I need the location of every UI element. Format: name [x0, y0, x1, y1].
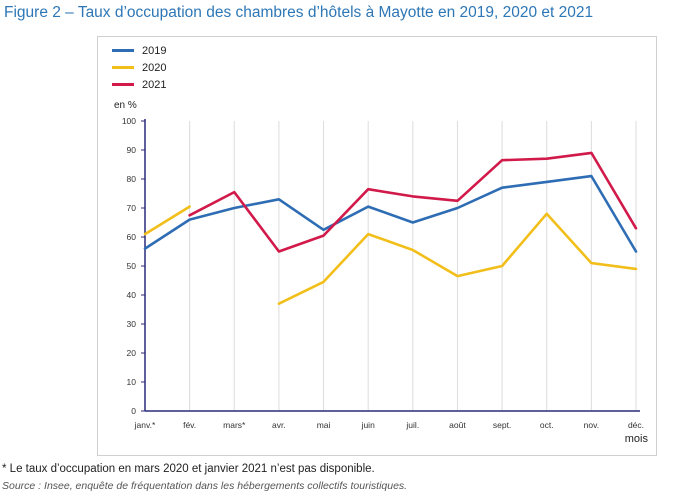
footnote: * Le taux d’occupation en mars 2020 et j… — [2, 463, 375, 475]
x-tick-label: déc. — [628, 420, 644, 430]
x-tick-label: juin — [361, 420, 376, 430]
figure-title: Figure 2 – Taux d’occupation des chambre… — [4, 4, 594, 21]
x-tick-label: juil. — [405, 420, 419, 430]
x-tick-label: fév. — [183, 420, 196, 430]
y-tick-label: 60 — [127, 232, 137, 242]
y-tick-label: 30 — [127, 319, 137, 329]
source-note: Source : Insee, enquête de fréquentation… — [2, 480, 408, 492]
y-tick-label: 40 — [127, 290, 137, 300]
series-line-2020 — [143, 205, 191, 236]
legend-label: 2019 — [142, 44, 167, 57]
y-axis-label: en % — [114, 100, 137, 111]
legend-swatch — [112, 49, 134, 52]
x-tick-label: mars* — [223, 420, 246, 430]
chart-legend: 2019 2020 2021 — [112, 42, 166, 93]
legend-label: 2020 — [142, 61, 167, 74]
legend-item-2021: 2021 — [112, 76, 166, 93]
legend-item-2019: 2019 — [112, 42, 166, 59]
y-tick-label: 10 — [127, 377, 137, 387]
x-axis-label: mois — [625, 433, 649, 445]
y-tick-label: 100 — [122, 116, 136, 126]
x-tick-label: sept. — [493, 420, 511, 430]
series-line-2021 — [188, 151, 638, 253]
y-tick-label: 80 — [127, 174, 137, 184]
x-tick-label: nov. — [584, 420, 599, 430]
legend-item-2020: 2020 — [112, 59, 166, 76]
x-tick-label: mai — [317, 420, 331, 430]
x-tick-label: oct. — [540, 420, 554, 430]
series-line-2019 — [143, 174, 638, 253]
legend-swatch — [112, 66, 134, 69]
chart-frame — [97, 36, 657, 456]
x-tick-label: avr. — [272, 420, 286, 430]
x-tick-label: janv.* — [134, 420, 156, 430]
y-tick-label: 90 — [127, 145, 137, 155]
x-tick-label: août — [449, 420, 466, 430]
y-tick-label: 70 — [127, 203, 137, 213]
y-tick-label: 50 — [127, 261, 137, 271]
y-tick-label: 0 — [131, 406, 136, 416]
legend-label: 2021 — [142, 78, 167, 91]
legend-swatch — [112, 83, 134, 86]
y-tick-label: 20 — [127, 348, 137, 358]
series-line-2020 — [277, 212, 638, 306]
